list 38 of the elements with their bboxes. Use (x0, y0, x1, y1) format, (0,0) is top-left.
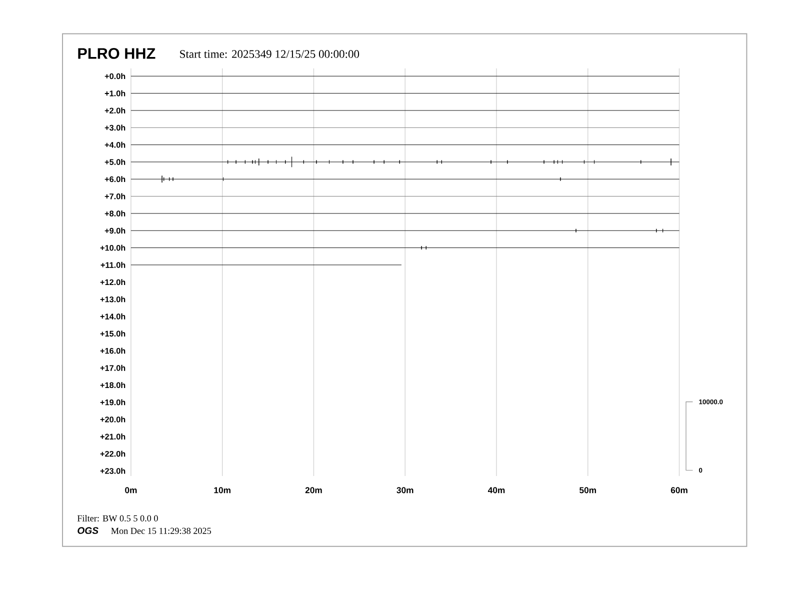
y-tick-label: +10.0h (100, 244, 126, 251)
y-tick-label: +14.0h (100, 314, 126, 320)
y-tick-label: +3.0h (104, 124, 126, 131)
x-tick-label: 60m (670, 487, 688, 494)
y-tick-label: +2.0h (104, 108, 126, 114)
y-tick-label: +21.0h (100, 434, 126, 440)
y-tick-label: +8.0h (104, 210, 126, 217)
y-tick-label: +20.0h (100, 416, 126, 423)
y-tick-label: +12.0h (100, 279, 126, 286)
y-tick-label: +4.0h (104, 142, 126, 148)
x-tick-label: 50m (579, 487, 596, 494)
y-tick-label: +18.0h (100, 382, 126, 388)
text: Mon Dec 15 11:29:38 2025 (111, 528, 212, 534)
line-series (130, 176, 680, 183)
y-tick-label: +6.0h (104, 176, 126, 182)
y-tick-label: +16.0h (100, 348, 126, 354)
x-tick-label: 20m (305, 487, 322, 494)
y-tick-label: +17.0h (100, 365, 126, 372)
text: OGS (78, 527, 98, 534)
y-tick-label: +9.0h (104, 228, 126, 234)
chart-title: PLRO HHZ (78, 48, 156, 60)
y-tick-label: +5.0h (104, 159, 126, 166)
x-tick-label: 10m (214, 487, 230, 494)
y-tick-label: +19.0h (100, 399, 126, 406)
text: Filter: BW 0.5 5 0.0 0 (77, 515, 158, 522)
chart-subtitle: Start time: 2025349 12/15/25 00:00:00 (180, 50, 360, 58)
y-tick-label: +11.0h (100, 262, 126, 268)
y-tick-label: +13.0h (100, 296, 126, 302)
x-tick-label: 30m (396, 487, 414, 494)
y-tick-label: +7.0h (104, 193, 126, 200)
x-tick-label: 0m (125, 487, 137, 494)
y-tick-label: +0.0h (104, 73, 126, 80)
line-series (130, 156, 680, 168)
y-tick-label: +23.0h (100, 468, 126, 474)
y-tick-label: +1.0h (104, 90, 126, 96)
x-tick-label: 40m (488, 487, 505, 494)
y-tick-label: +15.0h (100, 330, 126, 337)
y-tick-label: +22.0h (100, 450, 126, 457)
